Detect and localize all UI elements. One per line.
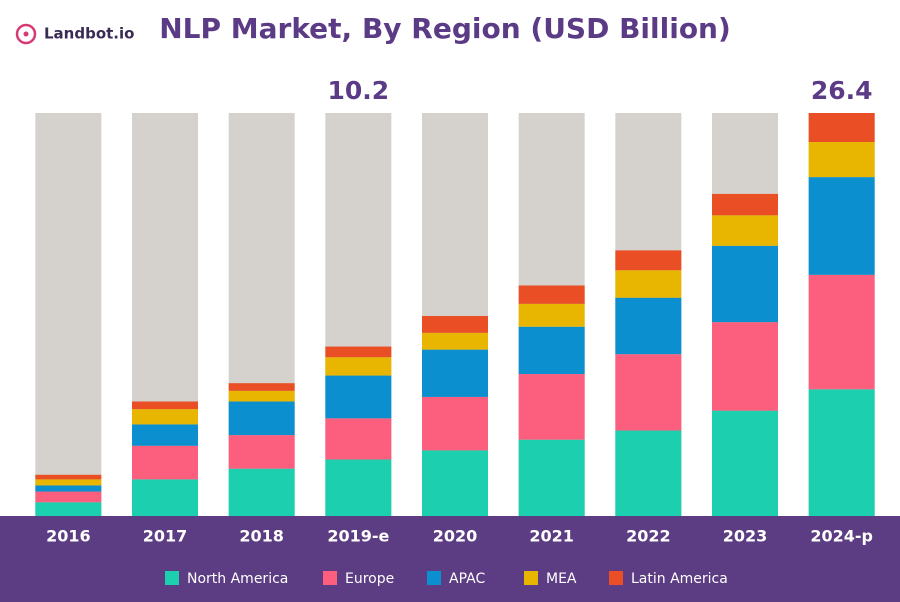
bar-segment [422,332,488,350]
bar-segment [615,297,682,355]
bar-segment [615,354,682,431]
bar-segment [712,193,778,216]
legend-swatch [609,571,623,585]
logo-icon [15,23,37,45]
legend-label: Latin America [631,571,728,587]
bar-segment [712,215,778,246]
x-tick-label: 2017 [143,527,188,546]
logo-dot [23,31,29,37]
bar-segment [228,390,295,402]
bar-segment [132,445,198,480]
bar-segment [808,113,875,143]
x-tick-label: 2021 [529,527,574,546]
legend-label: APAC [449,571,485,587]
category-band [0,516,900,602]
legend-label: MEA [546,571,577,587]
legend-swatch [323,571,337,585]
bar-segment [518,303,585,327]
bar-segment [808,389,875,516]
bar-segment [422,396,488,451]
bar-segment [518,439,585,516]
bar-segment [325,375,392,419]
bar-segment [615,250,682,271]
x-tick-label: 2016 [46,527,91,546]
brand: Landbot.io [44,25,134,43]
x-tick-label: 2024-p [810,527,873,546]
background-bar [35,113,102,516]
bar-segment [808,177,875,275]
bar-segment [228,468,295,516]
bar-segment [422,450,488,516]
bar-segment [518,326,585,375]
bar-segment [35,485,102,492]
total-label: 26.4 [811,76,873,105]
bar-segment [228,435,295,469]
bar-segment [228,383,295,391]
bar-segment [35,479,102,486]
bar-segment [518,285,585,304]
legend-swatch [524,571,538,585]
legend-label: North America [187,571,288,587]
bar-segment [35,502,102,516]
bar-segment [132,479,198,516]
bar-segment [712,322,778,411]
x-tick-label: 2018 [239,527,284,546]
bar-segment [132,409,198,425]
bar-segment [615,430,682,516]
legend-swatch [165,571,179,585]
bar-segment [35,474,102,480]
bar-segment [325,418,392,460]
x-tick-label: 2019-e [327,527,389,546]
legend-swatch [427,571,441,585]
logo: Landbot.io [15,23,134,45]
bar-segment [228,401,295,436]
chart-title: NLP Market, By Region (USD Billion) [159,12,731,45]
bar-segment [325,459,392,516]
bar-segment [615,270,682,298]
bar-segment [422,349,488,397]
bar-segment [712,410,778,516]
total-label: 10.2 [327,76,389,105]
bar-segment [132,424,198,446]
bar-segment [132,401,198,410]
bar-segment [325,357,392,376]
x-tick-label: 2020 [433,527,478,546]
bar-segment [422,316,488,333]
bar-segment [712,245,778,323]
bar-segment [518,374,585,440]
bar-segment [808,142,875,178]
bar-segment [35,491,102,503]
legend-label: Europe [345,571,394,587]
bar-segment [808,274,875,390]
x-tick-label: 2023 [723,527,768,546]
x-tick-label: 2022 [626,527,671,546]
bar-segment [325,346,392,358]
